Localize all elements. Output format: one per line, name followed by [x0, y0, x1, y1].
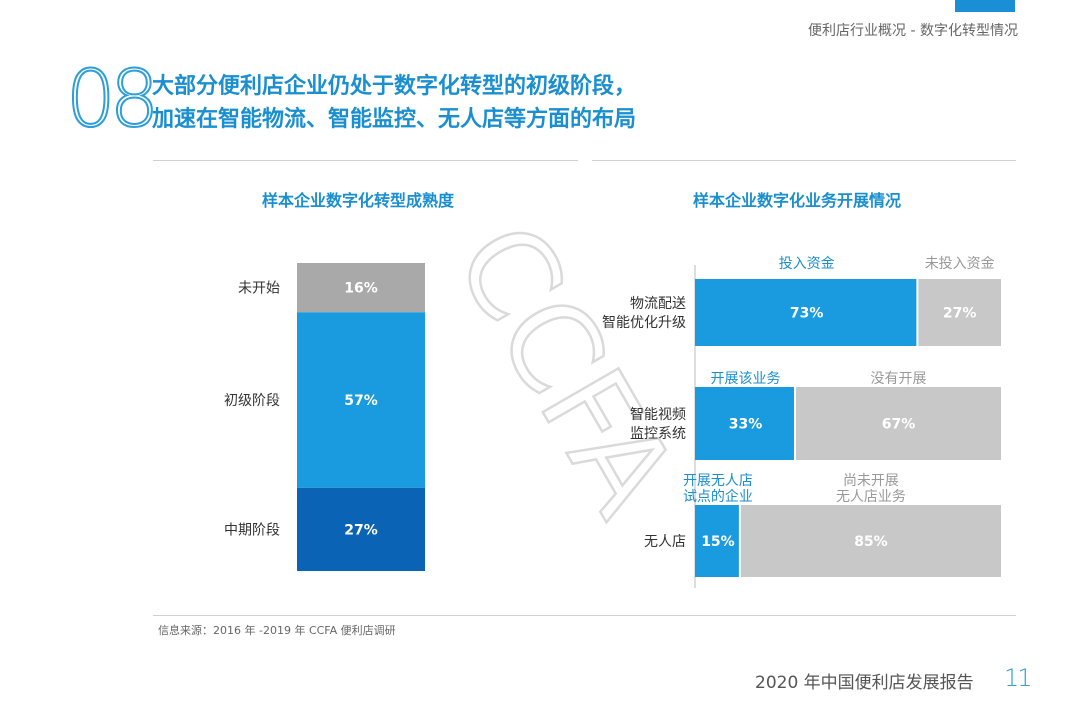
maturity-category-label-1: 初级阶段: [224, 392, 280, 409]
maturity-bar-1: [297, 312, 425, 488]
left-chart-top-rule: [153, 160, 578, 161]
business-segment-name-0-0-0: 投入资金: [779, 256, 835, 272]
page-headline: 大部分便利店企业仍处于数字化转型的初级阶段， 加速在智能物流、智能监控、无人店等…: [152, 70, 636, 136]
maturity-value-label-0: 16%: [344, 281, 378, 297]
business-value-label-0-0: 73%: [790, 306, 824, 322]
maturity-category-label-2: 中期阶段: [224, 522, 280, 538]
business-row-label-0-1: 智能优化升级: [602, 315, 686, 331]
source-rule: [153, 615, 1016, 616]
business-segment-name-0-1-0: 未投入资金: [925, 256, 995, 272]
report-title: 2020 年中国便利店发展报告: [755, 673, 974, 693]
watermark-text: CCFA: [428, 202, 702, 538]
business-row-label-2-0: 无人店: [644, 534, 686, 550]
right-chart-top-rule: [592, 160, 1016, 161]
business-value-label-2-1: 85%: [854, 534, 888, 550]
header-breadcrumb: 便利店行业概况 - 数字化转型情况: [808, 23, 1018, 39]
business-row-label-0-0: 物流配送: [630, 296, 686, 312]
business-bar-0-1: [918, 279, 1001, 346]
business-segment-name-2-0-1: 试点的企业: [683, 488, 753, 505]
maturity-value-label-2: 27%: [344, 522, 378, 538]
business-bar-2-1: [740, 505, 1001, 577]
source-note: 信息来源：2016 年 -2019 年 CCFA 便利店调研: [158, 624, 396, 637]
headline-line-2: 加速在智能物流、智能监控、无人店等方面的布局: [152, 107, 637, 132]
maturity-category-label-0: 未开始: [238, 281, 280, 297]
business-value-label-1-1: 67%: [882, 417, 916, 433]
business-segment-name-2-1-1: 无人店业务: [836, 489, 906, 505]
business-bar-1-0: [695, 387, 794, 460]
business-segment-name-1-1-0: 没有开展: [870, 371, 926, 387]
business-row-label-1-1: 监控系统: [630, 426, 686, 442]
business-bar-0-0: [695, 279, 917, 346]
business-segment-name-2-0-0: 开展无人店: [683, 473, 753, 489]
business-segment-name-1-0-0: 开展该业务: [710, 371, 780, 387]
business-row-label-1-0: 智能视频: [630, 407, 686, 423]
top-accent-bar: [955, 0, 1015, 12]
business-bar-2-0: [695, 505, 739, 577]
maturity-bar-2: [297, 487, 425, 571]
maturity-bar-0: [297, 263, 425, 313]
business-bar-1-1: [795, 387, 1001, 460]
right-chart-title: 样本企业数字化业务开展情况: [692, 191, 901, 210]
business-value-label-1-0: 33%: [729, 417, 763, 433]
left-chart-title: 样本企业数字化转型成熟度: [261, 191, 454, 210]
business-value-label-0-1: 27%: [943, 306, 977, 322]
page-number: 11: [1004, 664, 1033, 692]
section-number: 08: [65, 55, 160, 145]
headline-line-1: 大部分便利店企业仍处于数字化转型的初级阶段，: [152, 74, 637, 99]
business-segment-name-2-1-0: 尚未开展: [843, 473, 899, 489]
business-value-label-2-0: 15%: [701, 534, 735, 550]
maturity-value-label-1: 57%: [344, 393, 378, 409]
